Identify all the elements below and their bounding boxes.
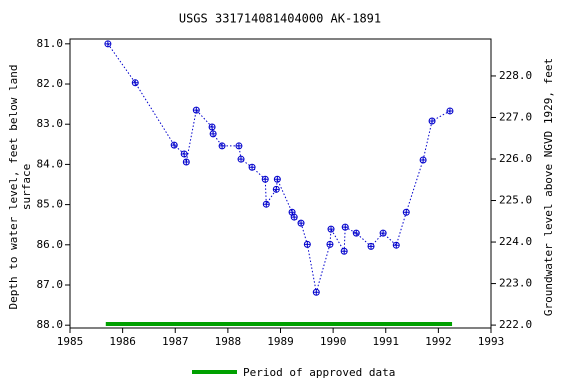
y-tick-label: 83.0 (37, 117, 64, 130)
data-point (326, 240, 334, 248)
marker-part (273, 186, 280, 193)
marker-part (249, 164, 256, 171)
marker-part (446, 107, 453, 114)
data-point (379, 229, 387, 237)
data-point (261, 175, 269, 183)
data-point (180, 150, 188, 158)
y-tick-label: 87.0 (37, 278, 64, 291)
x-tick-label: 1986 (109, 335, 136, 348)
data-point (340, 247, 348, 255)
series-line (107, 43, 451, 293)
data-point (209, 130, 217, 138)
x-tick-label: 1988 (215, 335, 242, 348)
data-point (131, 79, 139, 87)
marker-part (403, 209, 410, 216)
x-tick-label: 1987 (162, 335, 189, 348)
marker-part (219, 142, 226, 149)
data-point (419, 156, 427, 164)
marker-part (181, 150, 188, 157)
marker-part (326, 241, 333, 248)
marker-part (289, 209, 296, 216)
data-point (218, 142, 226, 150)
data-point (170, 141, 178, 149)
y2-tick-label: 225.0 (499, 194, 532, 207)
marker-part (171, 142, 178, 149)
y-tick-label: 82.0 (37, 77, 64, 90)
data-point (248, 163, 256, 171)
data-point (235, 142, 243, 150)
marker-part (304, 241, 311, 248)
marker-part (274, 176, 281, 183)
marker-part (193, 107, 200, 114)
marker-part (429, 117, 436, 124)
marker-part (380, 230, 387, 237)
marker-part (291, 214, 298, 221)
data-point (352, 229, 360, 237)
data-point (428, 117, 436, 125)
data-point (104, 40, 112, 48)
marker-part (104, 40, 111, 47)
y-tick-label: 81.0 (37, 37, 64, 50)
data-point (273, 175, 281, 183)
y2-tick-label: 226.0 (499, 152, 532, 165)
marker-part (235, 142, 242, 149)
data-point (297, 219, 305, 227)
x-tick-label: 1992 (425, 335, 452, 348)
marker-part (313, 289, 320, 296)
data-point (367, 242, 375, 250)
x-tick-label: 1989 (267, 335, 294, 348)
marker-part (132, 79, 139, 86)
data-point (312, 288, 320, 296)
data-point (303, 240, 311, 248)
legend-label: Period of approved data (243, 366, 395, 379)
data-point (402, 208, 410, 216)
marker-part (298, 220, 305, 227)
x-tick-label: 1993 (478, 335, 505, 348)
data-point (182, 158, 190, 166)
marker-part (238, 156, 245, 163)
data-point (392, 241, 400, 249)
marker-part (262, 176, 269, 183)
y-axis-label: Depth to water level, feet below land (7, 64, 20, 309)
y2-tick-label: 224.0 (499, 235, 532, 248)
marker-part (368, 243, 375, 250)
y2-tick-label: 228.0 (499, 69, 532, 82)
x-tick-label: 1991 (373, 335, 400, 348)
y2-axis-label: Groundwater level above NGVD 1929, feet (542, 58, 555, 316)
x-tick-label: 1985 (57, 335, 84, 348)
y-tick-label: 88.0 (37, 318, 64, 331)
y2-tick-label: 227.0 (499, 110, 532, 123)
marker-part (263, 201, 270, 208)
marker-part (341, 248, 348, 255)
y-tick-label: 86.0 (37, 238, 64, 251)
marker-part (353, 230, 360, 237)
data-point (192, 106, 200, 114)
y-tick-label: 85.0 (37, 198, 64, 211)
chart-title: USGS 331714081404000 AK-1891 (179, 12, 381, 26)
data-point (237, 155, 245, 163)
data-point (262, 200, 270, 208)
data-point (341, 223, 349, 231)
y2-tick-label: 222.0 (499, 318, 532, 331)
data-point (327, 225, 335, 233)
y2-tick-label: 223.0 (499, 277, 532, 290)
marker-part (209, 124, 216, 131)
data-point (208, 123, 216, 131)
marker-part (183, 158, 190, 165)
y-tick-label: 84.0 (37, 157, 64, 170)
marker-part (210, 130, 217, 137)
x-tick-label: 1990 (320, 335, 347, 348)
data-point (446, 107, 454, 115)
marker-part (342, 224, 349, 231)
data-point (290, 213, 298, 221)
marker-part (328, 226, 335, 233)
data-point (272, 185, 280, 193)
marker-part (420, 156, 427, 163)
marker-part (393, 242, 400, 249)
y-axis-label: surface (20, 164, 33, 210)
